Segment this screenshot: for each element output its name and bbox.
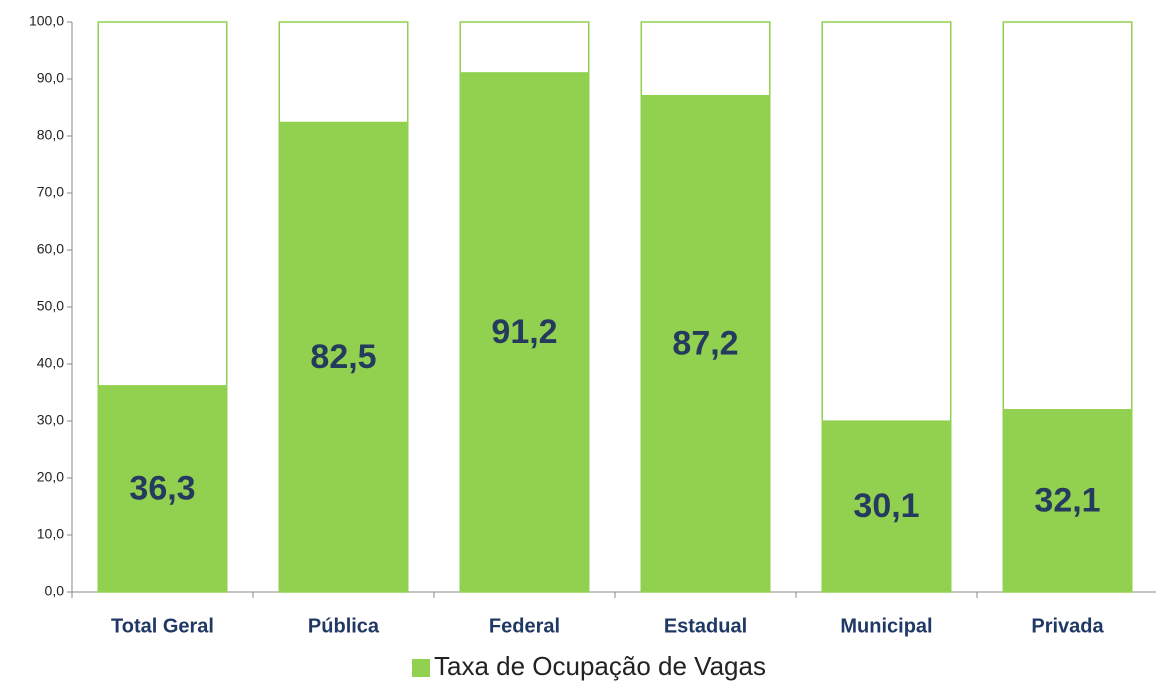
y-tick-label: 60,0 bbox=[37, 241, 64, 257]
y-tick-label: 30,0 bbox=[37, 412, 64, 428]
data-label: 87,2 bbox=[672, 324, 738, 362]
x-tick-label: Estadual bbox=[664, 615, 747, 637]
y-tick-label: 10,0 bbox=[37, 526, 64, 542]
x-tick-label: Privada bbox=[1031, 615, 1104, 637]
legend-swatch bbox=[412, 659, 430, 677]
data-label: 32,1 bbox=[1034, 481, 1100, 519]
y-tick-label: 100,0 bbox=[29, 13, 64, 29]
bar bbox=[279, 121, 408, 592]
bar bbox=[1003, 409, 1132, 592]
bar bbox=[822, 420, 951, 592]
y-tick-label: 70,0 bbox=[37, 184, 64, 200]
data-label: 36,3 bbox=[129, 470, 195, 508]
data-label: 82,5 bbox=[310, 338, 376, 376]
x-tick-label: Municipal bbox=[840, 615, 932, 637]
bar bbox=[460, 72, 589, 592]
y-tick-label: 90,0 bbox=[37, 70, 64, 86]
bar bbox=[98, 385, 227, 592]
y-tick-label: 20,0 bbox=[37, 469, 64, 485]
y-tick-label: 50,0 bbox=[37, 298, 64, 314]
x-tick-label: Federal bbox=[489, 615, 560, 637]
data-label: 91,2 bbox=[491, 313, 557, 351]
legend-label: Taxa de Ocupação de Vagas bbox=[434, 651, 766, 681]
y-tick-label: 40,0 bbox=[37, 355, 64, 371]
y-tick-label: 80,0 bbox=[37, 127, 64, 143]
x-tick-label: Total Geral bbox=[111, 615, 214, 637]
y-tick-label: 0,0 bbox=[45, 583, 65, 599]
bar bbox=[641, 94, 770, 593]
x-tick-label: Pública bbox=[308, 615, 380, 637]
data-label: 30,1 bbox=[853, 487, 919, 525]
